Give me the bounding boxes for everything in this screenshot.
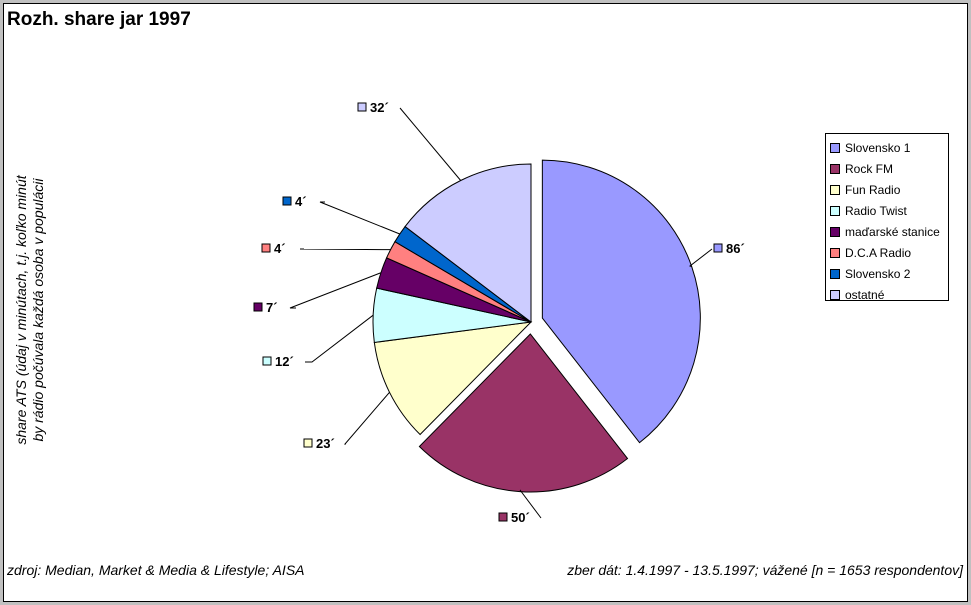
- data-label-4: 12´: [275, 354, 294, 369]
- data-label-3: 23´: [316, 436, 335, 451]
- data-label-swatch-1: [713, 243, 723, 253]
- legend-item: ostatné: [826, 284, 948, 305]
- legend-item: Slovensko 2: [826, 263, 948, 284]
- legend-swatch: [830, 163, 840, 174]
- legend-label: Slovensko 2: [845, 266, 911, 281]
- legend-label: Rock FM: [845, 161, 893, 176]
- legend-item: Rock FM: [826, 158, 948, 179]
- legend-swatch: [830, 226, 840, 237]
- legend: Slovensko 1 Rock FM Fun Radio Radio Twist ma…: [825, 133, 949, 302]
- leader-line-5: [289, 272, 382, 309]
- legend-label: maďarské stanice: [845, 224, 940, 239]
- source-note: zdroj: Median, Market & Media & Lifestyl…: [7, 562, 305, 578]
- legend-label: ostatné: [845, 287, 885, 302]
- data-label-swatch-6: [261, 243, 271, 253]
- leader-line-7: [319, 201, 400, 235]
- legend-item: Radio Twist: [826, 200, 948, 221]
- legend-swatch: [830, 268, 840, 279]
- data-label-swatch-7: [282, 196, 292, 206]
- leader-line-1: [688, 248, 713, 268]
- legend-swatch: [830, 142, 840, 153]
- pie-slice-8: [404, 163, 532, 324]
- leader-line-3: [343, 391, 390, 445]
- data-label-1: 86´: [726, 241, 745, 256]
- legend-label: Radio Twist: [845, 203, 907, 218]
- legend-swatch: [830, 184, 840, 195]
- data-label-swatch-5: [253, 302, 263, 312]
- leader-line-2: [519, 489, 542, 519]
- data-label-swatch-4: [262, 356, 272, 366]
- data-label-swatch-8: [357, 102, 367, 112]
- collection-note: zber dát: 1.4.1997 - 13.5.1997; vážené […: [567, 562, 963, 578]
- legend-item: Slovensko 1: [826, 137, 948, 158]
- data-label-2: 50´: [511, 510, 530, 525]
- legend-item: Fun Radio: [826, 179, 948, 200]
- data-label-7: 4´: [295, 194, 307, 209]
- leader-line-6: [299, 248, 391, 251]
- data-label-swatch-2: [498, 512, 508, 522]
- data-label-5: 7´: [266, 300, 278, 315]
- legend-swatch: [830, 289, 840, 300]
- legend-swatch: [830, 205, 840, 216]
- data-label-6: 4´: [274, 241, 286, 256]
- legend-label: Fun Radio: [845, 182, 901, 197]
- legend-item: maďarské stanice: [826, 221, 948, 242]
- legend-swatch: [830, 247, 840, 258]
- data-label-swatch-3: [303, 438, 313, 448]
- chart-title: Rozh. share jar 1997: [7, 9, 191, 30]
- legend-label: D.C.A Radio: [845, 245, 912, 260]
- leader-line-8: [399, 107, 462, 181]
- legend-label: Slovensko 1: [845, 140, 911, 155]
- data-label-8: 32´: [370, 100, 389, 115]
- leader-line-4: [305, 314, 374, 363]
- legend-item: D.C.A Radio: [826, 242, 948, 263]
